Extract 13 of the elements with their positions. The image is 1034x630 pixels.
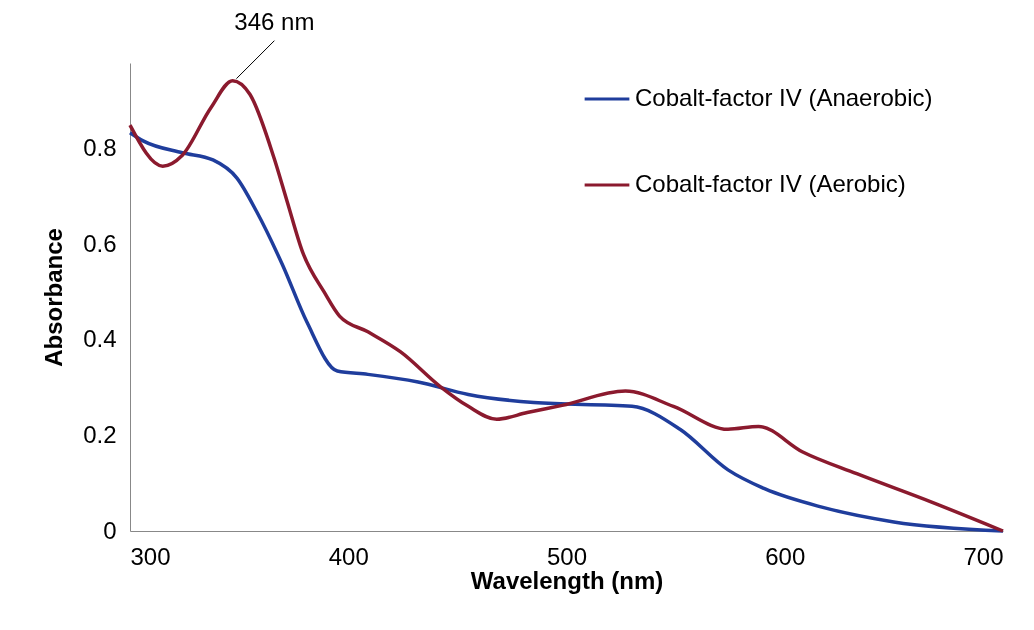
y-tick-label: 0	[103, 516, 117, 544]
annotation: 346 nm	[234, 7, 315, 35]
y-tick-label: 0.8	[83, 134, 117, 162]
x-tick-label: 700	[963, 542, 1004, 570]
legend-label: Cobalt-factor IV (Aerobic)	[635, 170, 906, 197]
x-tick-label: 300	[130, 542, 171, 570]
y-axis-title: Absorbance	[40, 228, 68, 367]
y-tick-label: 0.4	[83, 325, 117, 353]
x-tick-label: 600	[765, 542, 806, 570]
x-tick-label: 400	[328, 542, 369, 570]
y-tick-label: 0.6	[83, 229, 117, 257]
legend-label: Cobalt-factor IV (Anaerobic)	[635, 84, 933, 111]
y-tick-label: 0.2	[83, 420, 117, 448]
